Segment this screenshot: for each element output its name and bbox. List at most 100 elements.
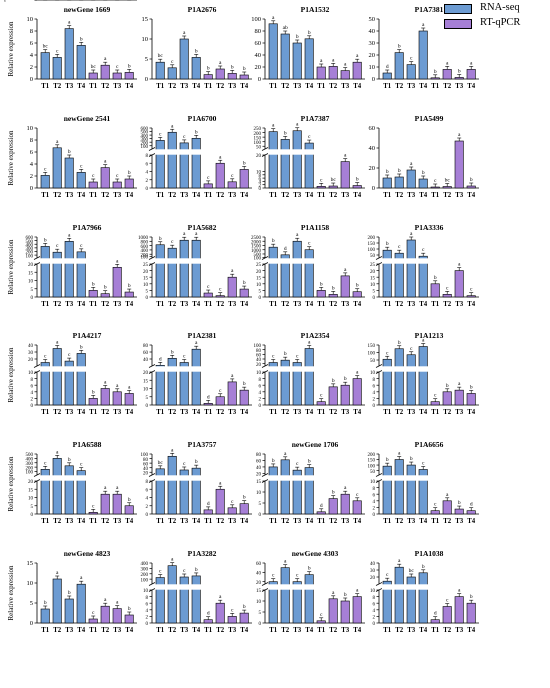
y-tick-label: 0 bbox=[373, 296, 376, 301]
axis-break-mark bbox=[148, 256, 156, 260]
y-tick-label: 20 bbox=[255, 64, 262, 71]
significance-letter: a bbox=[458, 132, 461, 138]
bar-break-gap bbox=[268, 149, 279, 155]
x-tick-label: T3 bbox=[341, 518, 350, 525]
significance-letter: a bbox=[219, 154, 222, 160]
bar-rna-seq bbox=[394, 566, 404, 624]
y-tick-label: 100 bbox=[368, 248, 376, 253]
y-tick-label: 4 bbox=[259, 181, 262, 186]
x-tick-label: T4 bbox=[240, 627, 249, 634]
y-tick-label: 8 bbox=[259, 174, 262, 179]
y-tick-label: 0 bbox=[259, 513, 262, 518]
x-tick-label: T2 bbox=[101, 301, 110, 308]
x-tick-label: T2 bbox=[53, 409, 62, 416]
bar-rna-seq bbox=[191, 137, 201, 189]
bar-break-gap bbox=[155, 258, 166, 264]
significance-letter: b bbox=[308, 30, 311, 36]
y-tick-label: 20 bbox=[369, 165, 376, 172]
bar-rt-qpcr bbox=[340, 161, 350, 189]
significance-letter: a bbox=[422, 22, 425, 28]
bar-break-gap bbox=[304, 584, 315, 590]
y-tick-label: 8 bbox=[30, 28, 33, 35]
x-tick-label: T3 bbox=[455, 409, 464, 416]
bar-break-gap bbox=[191, 584, 202, 590]
y-tick-label: 2 bbox=[259, 184, 262, 189]
significance-letter: c bbox=[320, 177, 323, 183]
bar-rna-seq bbox=[382, 177, 392, 189]
significance-letter: c bbox=[56, 48, 59, 54]
significance-letter: b bbox=[386, 169, 389, 175]
bar-rna-seq bbox=[304, 38, 314, 80]
bar-rt-qpcr bbox=[203, 292, 213, 298]
bar-rna-seq bbox=[406, 239, 416, 298]
significance-letter: b bbox=[386, 241, 389, 247]
y-tick-label: 4 bbox=[146, 497, 149, 502]
significance-letter: a bbox=[219, 480, 222, 486]
x-tick-label: T4 bbox=[125, 0, 134, 2]
x-tick-label: T3 bbox=[65, 192, 74, 199]
bar-break-gap bbox=[292, 258, 303, 264]
y-tick-label: 0 bbox=[372, 76, 375, 83]
bar-rna-seq bbox=[304, 467, 314, 515]
significance-letter: c bbox=[207, 284, 210, 290]
x-tick-label: T2 bbox=[53, 518, 62, 525]
significance-letter: c bbox=[219, 287, 222, 293]
axis-break-mark bbox=[33, 364, 41, 368]
x-tick-label: T4 bbox=[353, 409, 362, 416]
bar-break-gap bbox=[304, 475, 315, 481]
bar-rt-qpcr bbox=[239, 503, 249, 515]
bar-rt-qpcr bbox=[203, 509, 213, 515]
bar-rt-qpcr bbox=[88, 398, 98, 406]
bar-break-gap bbox=[167, 258, 178, 264]
axis-break-mark bbox=[148, 364, 156, 368]
bar-rt-qpcr bbox=[316, 186, 326, 189]
bar-rna-seq bbox=[418, 572, 428, 624]
x-tick-label: T4 bbox=[419, 627, 428, 634]
significance-letter: a bbox=[344, 62, 347, 68]
bar-rt-qpcr bbox=[442, 500, 452, 515]
y-tick-label: 0 bbox=[372, 185, 375, 192]
y-tick-label: 40 bbox=[369, 145, 376, 152]
y-tick-label: 100 bbox=[251, 16, 261, 23]
x-tick-label: T2 bbox=[395, 301, 404, 308]
x-tick-label: T3 bbox=[180, 301, 189, 308]
bar-rt-qpcr bbox=[352, 185, 362, 189]
bar-rt-qpcr bbox=[430, 401, 440, 406]
significance-letter: bc bbox=[409, 568, 415, 574]
x-tick-label: T1 bbox=[431, 301, 440, 308]
x-tick-label: T4 bbox=[240, 518, 249, 525]
bar-rt-qpcr bbox=[316, 620, 326, 624]
chart-title: P1A6588 bbox=[73, 440, 102, 449]
significance-letter: c bbox=[183, 134, 186, 140]
y-tick-label: 10 bbox=[370, 589, 376, 594]
significance-letter: a bbox=[104, 56, 107, 62]
bar-rt-qpcr bbox=[203, 74, 213, 80]
significance-letter: c bbox=[386, 350, 389, 356]
x-tick-label: T3 bbox=[293, 192, 302, 199]
x-tick-label: T3 bbox=[113, 409, 122, 416]
x-tick-label: T1 bbox=[431, 518, 440, 525]
significance-letter: a bbox=[296, 122, 299, 128]
y-tick-label: 2 bbox=[146, 179, 149, 184]
bar-rt-qpcr bbox=[328, 386, 338, 406]
chart-title: P1A1158 bbox=[301, 223, 330, 232]
y-tick-label: 40 bbox=[256, 572, 262, 577]
bar-rna-seq bbox=[406, 576, 416, 624]
x-tick-label: T3 bbox=[65, 627, 74, 634]
y-tick-label: 20 bbox=[256, 581, 262, 586]
x-tick-label: T4 bbox=[305, 518, 314, 525]
x-tick-label: T4 bbox=[467, 627, 476, 634]
significance-letter: b bbox=[332, 285, 335, 291]
bar-rt-qpcr bbox=[227, 616, 237, 624]
y-tick-label: 5 bbox=[373, 290, 376, 295]
y-tick-label: 6 bbox=[373, 493, 376, 498]
x-tick-label: T1 bbox=[317, 409, 326, 416]
x-tick-label: T3 bbox=[341, 409, 350, 416]
x-tick-label: T4 bbox=[353, 301, 362, 308]
significance-letter: b bbox=[272, 458, 275, 464]
x-tick-label: T1 bbox=[156, 301, 165, 308]
y-tick-label: 80 bbox=[256, 453, 262, 458]
